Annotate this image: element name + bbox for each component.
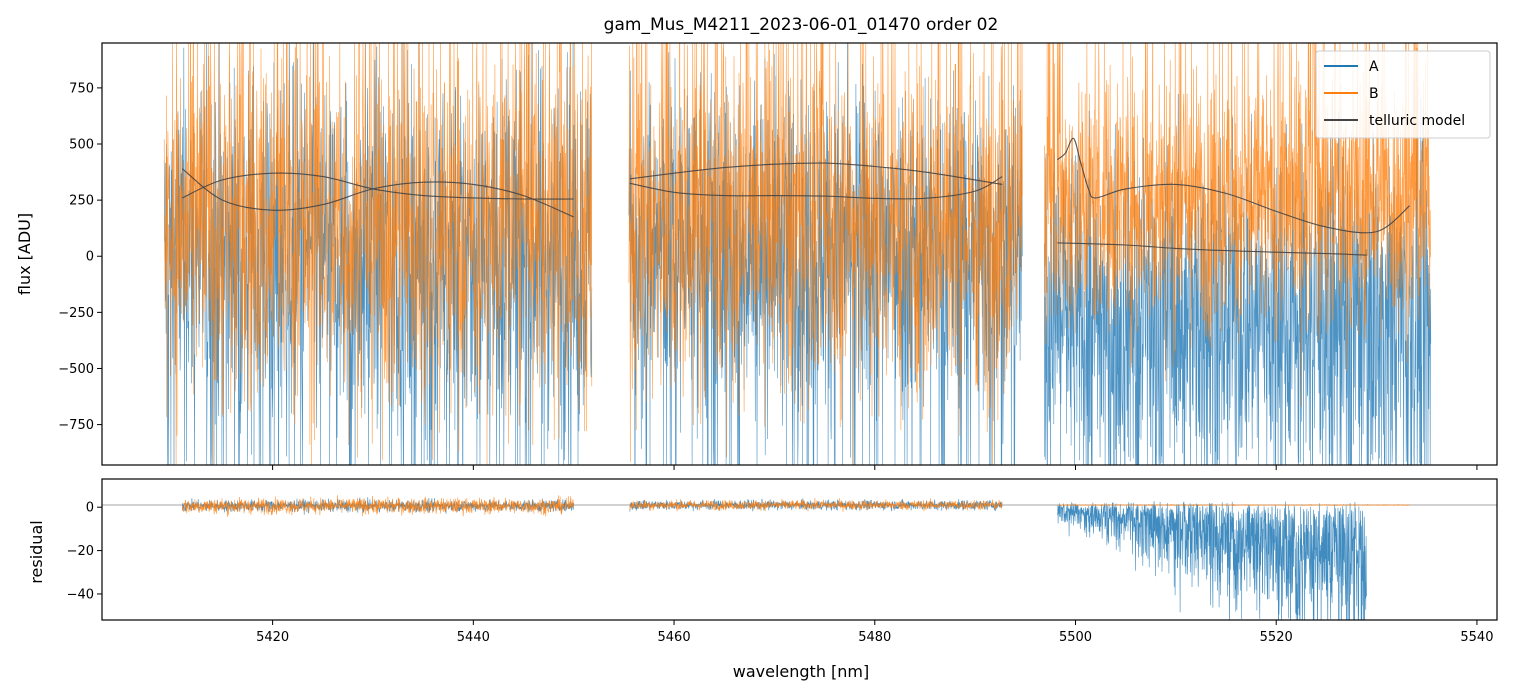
flux-x-ticks bbox=[272, 465, 1478, 470]
flux-plot-area bbox=[163, 43, 1432, 465]
residual-xtick-label: 5460 bbox=[658, 630, 691, 645]
series-b-segment-2 bbox=[628, 43, 1023, 465]
chart-title: gam_Mus_M4211_2023-06-01_01470 order 02 bbox=[604, 15, 999, 35]
residual-y-ticks: −40 −20 0 bbox=[67, 501, 102, 602]
series-b-segment-1 bbox=[163, 43, 593, 465]
telluric-model-line-2 bbox=[181, 168, 574, 218]
residual-b-segment-2 bbox=[629, 498, 1003, 512]
flux-ytick-label: 250 bbox=[69, 194, 94, 209]
residual-x-ticks: 5420 5440 5460 5480 5500 5520 5540 bbox=[256, 620, 1493, 645]
legend-frame bbox=[1315, 50, 1491, 139]
residual-xtick-label: 5540 bbox=[1460, 630, 1493, 645]
residual-b-segment-3 bbox=[1057, 503, 1410, 507]
telluric-model-line-4 bbox=[629, 176, 1003, 200]
flux-ytick-label: −250 bbox=[58, 306, 94, 321]
residual-ytick-label: −40 bbox=[67, 587, 94, 602]
residual-y-label: residual bbox=[27, 520, 46, 583]
telluric-model-line-3 bbox=[629, 162, 1003, 185]
flux-ytick-label: 500 bbox=[69, 138, 94, 153]
legend: A B telluric model bbox=[1315, 50, 1491, 139]
residual-xtick-label: 5420 bbox=[256, 630, 289, 645]
residual-xtick-label: 5480 bbox=[858, 630, 891, 645]
residual-b-segment-1 bbox=[182, 495, 574, 517]
flux-axes-frame bbox=[101, 42, 1498, 466]
legend-label-telluric: telluric model bbox=[1369, 113, 1465, 129]
residual-ytick-label: 0 bbox=[86, 501, 94, 516]
residual-plot-area bbox=[102, 495, 1497, 620]
flux-ytick-label: 750 bbox=[69, 81, 94, 96]
residual-ytick-label: −20 bbox=[67, 544, 94, 559]
flux-y-label: flux [ADU] bbox=[15, 213, 34, 295]
telluric-model-line-5 bbox=[1057, 137, 1411, 234]
residual-xtick-label: 5500 bbox=[1059, 630, 1092, 645]
x-axis-label: wavelength [nm] bbox=[733, 662, 870, 681]
flux-y-ticks: −750 −500 −250 0 250 500 750 bbox=[58, 81, 102, 433]
flux-ytick-label: −750 bbox=[58, 418, 94, 433]
residual-axes-frame bbox=[101, 478, 1498, 621]
residual-xtick-label: 5440 bbox=[457, 630, 490, 645]
series-b-segment-3 bbox=[1044, 43, 1432, 407]
residual-xtick-label: 5520 bbox=[1260, 630, 1293, 645]
flux-ytick-label: −500 bbox=[58, 362, 94, 377]
telluric-model-line-6 bbox=[1057, 242, 1367, 256]
legend-label-a: A bbox=[1369, 59, 1379, 75]
legend-label-b: B bbox=[1369, 86, 1379, 102]
residual-a-segment-3 bbox=[1057, 500, 1367, 620]
flux-ytick-label: 0 bbox=[86, 250, 94, 265]
